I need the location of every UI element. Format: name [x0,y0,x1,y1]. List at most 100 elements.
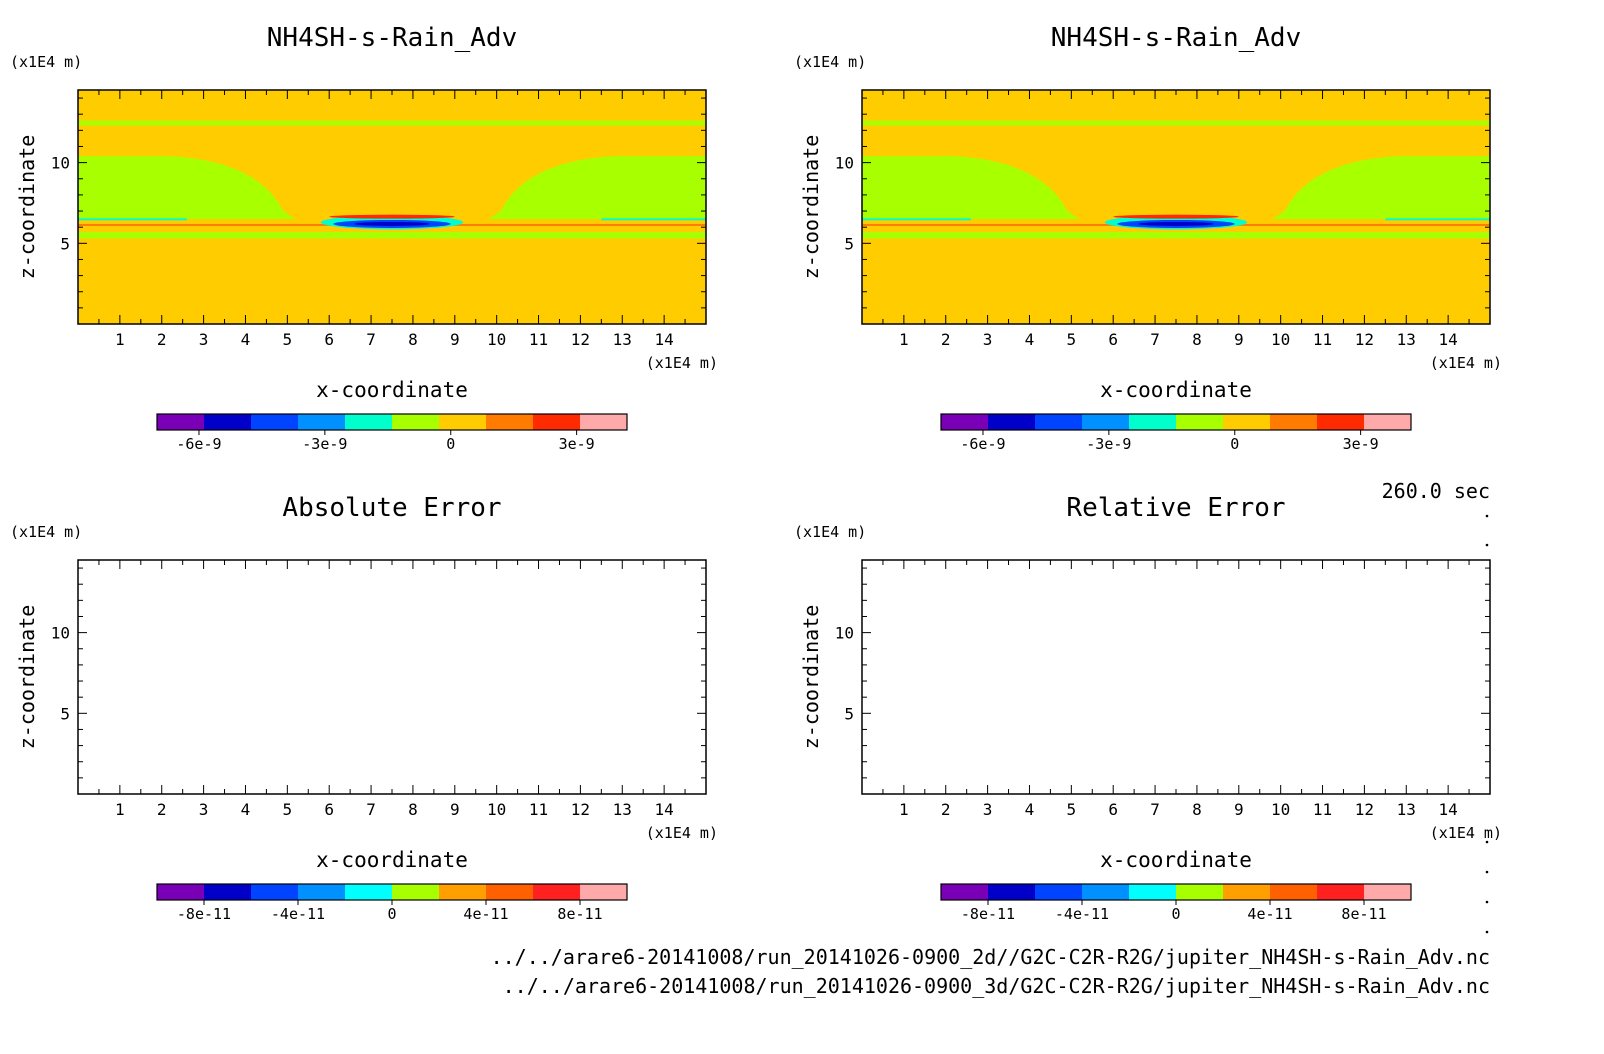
chart-title: Relative Error [1066,493,1285,523]
edge-dot [1485,840,1489,844]
x-tick-label: 6 [1108,330,1118,349]
colorbar-segment [1129,414,1177,430]
colorbar-tick-label: 0 [387,905,396,923]
y-tick-label: 5 [60,234,70,253]
colorbar-tick-label: 4e-11 [1247,905,1292,923]
thin-layer-cyan-left [862,218,971,221]
x-tick-label: 5 [1067,330,1077,349]
x-tick-label: 13 [1397,330,1416,349]
colorbar-tick-label: -4e-11 [271,905,325,923]
x-tick-label: 1 [899,330,909,349]
x-tick-label: 14 [1439,330,1458,349]
x-unit-label: (x1E4 m) [646,824,718,842]
chart-title: NH4SH-s-Rain_Adv [267,23,517,53]
colorbar-tick-label: -8e-11 [177,905,231,923]
x-axis-label: x-coordinate [316,378,468,402]
colorbar-segment [1082,884,1130,900]
colorbar-tick-label: -3e-9 [1086,435,1131,453]
x-tick-label: 11 [529,800,548,819]
chart-panel-2: NH4SH-s-Rain_Adv (x1E4 m) (x1E4 m) x-coordi… [794,23,1502,453]
x-unit-label: (x1E4 m) [646,354,718,372]
colorbar-segment [1317,884,1365,900]
x-tick-label: 3 [983,330,993,349]
x-axis-label: x-coordinate [1100,378,1252,402]
colorbar-segment [298,884,346,900]
colorbar-tick-label: -3e-9 [302,435,347,453]
colorbar-segment [580,884,628,900]
edge-dot [1485,543,1489,547]
colorbar-segment [1223,884,1271,900]
chart-title: NH4SH-s-Rain_Adv [1051,23,1301,53]
lower-cloud-band [862,232,1490,239]
thin-layer-cyan-left [78,218,187,221]
x-tick-label: 5 [1067,800,1077,819]
colorbar-tick-label: 3e-9 [1343,435,1379,453]
x-tick-label: 11 [529,330,548,349]
core-red [329,214,455,219]
x-tick-label: 5 [283,330,293,349]
colorbar-segment [533,414,581,430]
cloud-region-right [488,156,706,220]
colorbar-segment [345,414,393,430]
filled-field [862,90,1490,324]
y-unit-label: (x1E4 m) [10,523,82,541]
y-tick-label: 5 [60,704,70,723]
colorbar-segment [204,414,252,430]
colorbar-segment [1129,884,1177,900]
plot-frame [77,559,707,795]
x-tick-label: 2 [157,800,167,819]
x-tick-label: 2 [157,330,167,349]
x-tick-label: 14 [655,800,674,819]
y-axis-label: z-coordinate [799,135,823,280]
colorbar-frame [940,413,1412,431]
colorbar-tick-label: 3e-9 [559,435,595,453]
colorbar-segment [941,414,989,430]
filled-field [78,90,706,324]
x-tick-label: 4 [1025,800,1035,819]
colorbar-segment [1035,884,1083,900]
colorbar-segment [1317,414,1365,430]
x-unit-label: (x1E4 m) [1430,824,1502,842]
x-tick-label: 10 [487,800,506,819]
x-tick-label: 8 [408,800,418,819]
colorbar: -6e-9 -3e-9 0 3e-9 [940,413,1412,453]
colorbar-segment [1082,414,1130,430]
x-axis-label: x-coordinate [316,848,468,872]
colorbar-segment [1270,414,1318,430]
core-darkblue [354,221,430,226]
core-darkblue [1138,221,1214,226]
colorbar-segment [392,414,440,430]
colorbar-segment [1223,414,1271,430]
x-tick-label: 2 [941,800,951,819]
colorbar-tick-label: -4e-11 [1055,905,1109,923]
cloud-region-right [1272,156,1490,220]
x-tick-label: 2 [941,330,951,349]
colorbar-tick-label: -6e-9 [176,435,221,453]
x-tick-label: 11 [1313,800,1332,819]
x-tick-label: 6 [324,800,334,819]
y-tick-label: 10 [835,154,854,173]
x-tick-label: 3 [199,330,209,349]
edge-dot [1485,870,1489,874]
x-tick-label: 5 [283,800,293,819]
colorbar-segment [251,884,299,900]
cloud-region-left [862,156,1080,220]
y-tick-label: 10 [51,154,70,173]
x-tick-label: 4 [1025,330,1035,349]
y-tick-label: 10 [51,624,70,643]
y-axis-label: z-coordinate [799,605,823,750]
time-label: 260.0 sec [1382,479,1490,503]
x-tick-label: 9 [1234,800,1244,819]
colorbar-segment [1176,884,1224,900]
file-path-2d: ../../arare6-20141008/run_20141026-0900_… [491,945,1490,969]
colorbar-segment [941,884,989,900]
colorbar-segment [204,884,252,900]
colorbar: -8e-11 -4e-11 0 4e-11 8e-11 [940,883,1412,923]
colorbar-tick-label: 4e-11 [463,905,508,923]
x-tick-label: 8 [1192,330,1202,349]
y-tick-label: 5 [844,234,854,253]
x-axis-label: x-coordinate [1100,848,1252,872]
y-axis-label: z-coordinate [15,605,39,750]
x-tick-label: 6 [324,330,334,349]
